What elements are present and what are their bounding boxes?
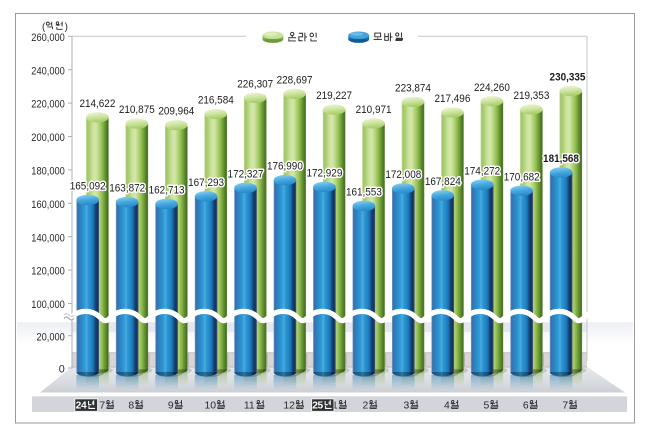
svg-text:161,553: 161,553 <box>346 187 382 199</box>
svg-text:216,584: 216,584 <box>198 95 234 107</box>
svg-text:120,000: 120,000 <box>31 266 65 278</box>
svg-text:172,327: 172,327 <box>228 169 264 181</box>
svg-text:5: 5 <box>484 401 490 412</box>
svg-text:2: 2 <box>363 401 369 412</box>
svg-text:162,713: 162,713 <box>149 185 185 197</box>
svg-text:163,872: 163,872 <box>109 183 145 195</box>
svg-text:214,622: 214,622 <box>79 98 115 110</box>
svg-text:220,000: 220,000 <box>31 99 65 111</box>
svg-text:223,874: 223,874 <box>395 82 431 94</box>
svg-text:200,000: 200,000 <box>31 132 65 144</box>
svg-text:8: 8 <box>128 401 134 412</box>
svg-text:(: ( <box>42 22 46 33</box>
svg-text:160,000: 160,000 <box>31 199 65 211</box>
svg-text:20,000: 20,000 <box>36 331 64 343</box>
svg-text:170,682: 170,682 <box>504 171 540 183</box>
svg-text:7: 7 <box>99 401 105 412</box>
svg-text:165,092: 165,092 <box>70 181 106 193</box>
svg-text:3: 3 <box>404 401 410 412</box>
svg-text:9: 9 <box>168 401 174 412</box>
svg-text:260,000: 260,000 <box>31 32 65 44</box>
svg-text:1: 1 <box>332 401 338 412</box>
svg-text:210,875: 210,875 <box>119 104 155 116</box>
svg-text:240,000: 240,000 <box>31 65 65 77</box>
svg-text:7: 7 <box>562 401 568 412</box>
svg-text:6: 6 <box>523 401 529 412</box>
svg-text:10: 10 <box>205 401 217 412</box>
svg-text:140,000: 140,000 <box>31 232 65 244</box>
svg-text:224,260: 224,260 <box>474 82 510 94</box>
svg-text:176,990: 176,990 <box>267 161 303 173</box>
svg-text:181,568: 181,568 <box>543 153 579 165</box>
svg-text:230,335: 230,335 <box>550 72 586 84</box>
svg-text:0: 0 <box>59 364 65 376</box>
svg-text:228,697: 228,697 <box>277 74 313 86</box>
svg-text:12: 12 <box>283 401 295 412</box>
svg-text:209,964: 209,964 <box>158 106 194 118</box>
svg-text:167,824: 167,824 <box>425 176 461 188</box>
svg-text:210,971: 210,971 <box>356 104 392 116</box>
svg-text:11: 11 <box>244 401 255 412</box>
svg-text:24: 24 <box>76 401 87 412</box>
svg-text:4: 4 <box>444 401 450 412</box>
svg-text:219,227: 219,227 <box>316 90 352 102</box>
svg-text:100,000: 100,000 <box>31 299 65 311</box>
svg-text:172,008: 172,008 <box>385 169 421 181</box>
svg-text:217,496: 217,496 <box>434 93 470 105</box>
svg-text:226,307: 226,307 <box>237 78 273 90</box>
svg-text:180,000: 180,000 <box>31 166 65 178</box>
svg-text:25: 25 <box>312 401 323 412</box>
svg-text:174,272: 174,272 <box>464 165 500 177</box>
svg-text:219,353: 219,353 <box>513 90 549 102</box>
svg-text:): ) <box>65 22 68 33</box>
svg-text:167,293: 167,293 <box>188 177 224 189</box>
svg-text:172,929: 172,929 <box>306 168 342 180</box>
